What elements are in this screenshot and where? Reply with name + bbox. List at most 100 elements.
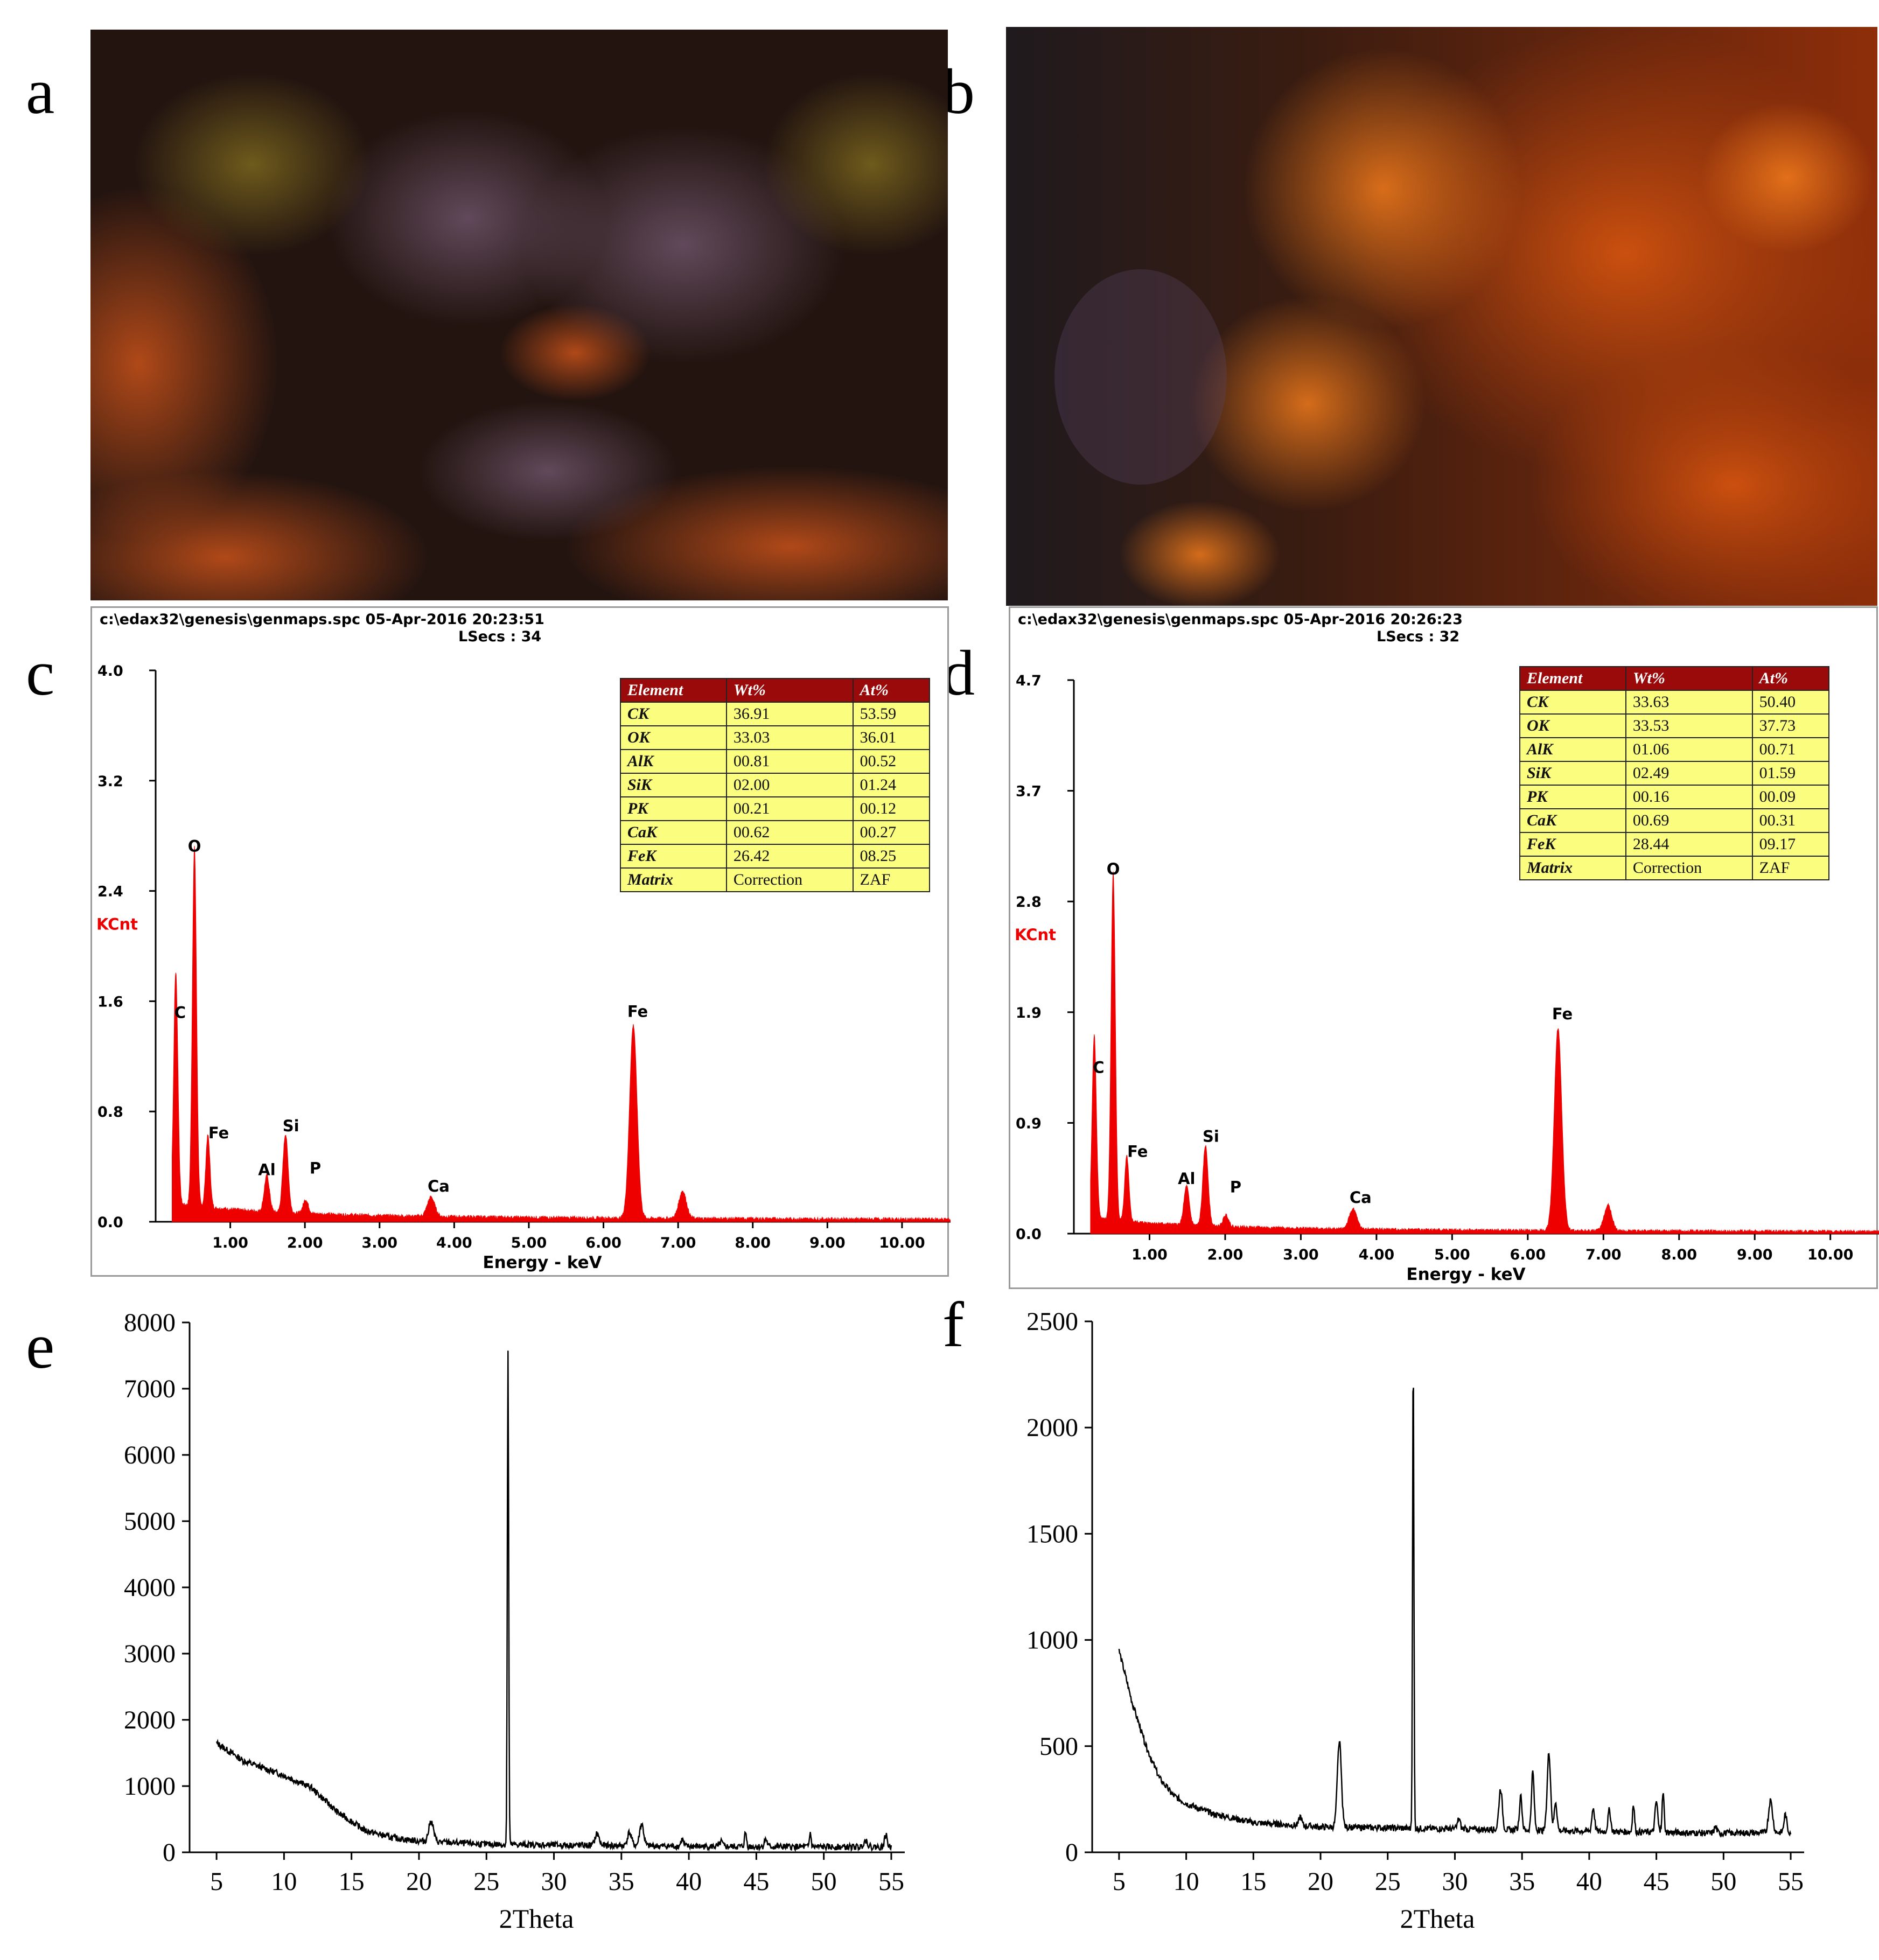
table-row: SiK 02.49 01.59 [1519, 761, 1830, 786]
y-tick-label: 3000 [124, 1640, 176, 1668]
peak-label: Al [258, 1160, 275, 1179]
peak-label: Fe [627, 1003, 648, 1021]
peak-label: Fe [1127, 1143, 1148, 1161]
table-row: CK 36.91 53.59 [620, 702, 931, 726]
x-tick-label: 7.00 [660, 1235, 696, 1251]
table-cell-element: FeK [620, 844, 727, 869]
x-tick-label: 10.00 [1807, 1247, 1853, 1263]
table-row: CaK 00.62 00.27 [620, 820, 931, 845]
x-axis-title: 2Theta [1400, 1903, 1475, 1934]
x-tick-label: 20 [406, 1867, 432, 1896]
spectrum-area [172, 845, 951, 1222]
table-cell-wt: 36.91 [725, 702, 854, 726]
y-tick-label: 6000 [124, 1441, 176, 1469]
table-row: SiK 02.00 01.24 [620, 773, 931, 797]
x-tick-label: 30 [541, 1867, 567, 1896]
y-tick-label: 500 [1039, 1732, 1078, 1761]
table-cell-at: 08.25 [852, 844, 931, 869]
y-tick-label: 8000 [124, 1308, 176, 1337]
peak-label: C [174, 1004, 186, 1022]
table-cell-wt: 01.06 [1625, 737, 1753, 762]
peak-label: Si [1203, 1127, 1219, 1145]
x-tick-label: 2.00 [1207, 1247, 1244, 1263]
table-cell-at: 00.52 [852, 749, 931, 774]
y-tick-label: 2500 [1026, 1307, 1078, 1336]
peak-label: O [1107, 860, 1120, 878]
y-axis-title: KCnt [96, 915, 138, 933]
y-tick-label: 0.0 [97, 1214, 123, 1231]
table-cell-at: 09.17 [1751, 832, 1830, 857]
table-cell-wt: 00.81 [725, 749, 854, 774]
panel-label-c: c [26, 637, 55, 709]
panel-label-b: b [942, 55, 975, 127]
x-tick-label: 40 [1576, 1867, 1602, 1896]
table-row: CK 33.63 50.40 [1519, 690, 1830, 715]
x-tick-label: 15 [339, 1867, 365, 1896]
table-cell-element: AlK [1519, 737, 1626, 762]
micrograph-a [90, 30, 948, 600]
peak-label: P [310, 1159, 321, 1177]
peak-label: Fe [208, 1124, 229, 1142]
xrd-pattern-f: 0 500 1000 1500 2000 2500 5 10 15 20 25 30 35 40 45 50 5… [1002, 1292, 1874, 1960]
x-tick-label: 3.00 [361, 1235, 397, 1251]
x-tick-label: 50 [1710, 1867, 1736, 1896]
x-tick-label: 6.00 [585, 1235, 621, 1251]
peak-label: Ca [1350, 1188, 1372, 1207]
table-cell-element: Matrix [620, 867, 727, 892]
table-cell-wt: 00.69 [1625, 808, 1753, 833]
eds-d-composition-table: Element Wt% At% CK 33.63 50.40 OK 33.53 37.73… [1519, 666, 1830, 880]
eds-c-composition-table: Element Wt% At% CK 36.91 53.59 OK 33.03 36.01… [620, 678, 931, 892]
peak-label: O [188, 837, 201, 855]
table-cell-element: PK [1519, 785, 1626, 809]
table-cell-at: 01.24 [852, 773, 931, 797]
table-cell-at: 50.40 [1751, 690, 1830, 715]
y-tick-label: 1000 [1026, 1626, 1078, 1655]
table-cell-at: 00.71 [1751, 737, 1830, 762]
peak-label: C [1093, 1059, 1104, 1077]
x-tick-label: 5.00 [511, 1235, 547, 1251]
y-tick-label: 2000 [124, 1706, 176, 1734]
table-header-wt: Wt% [1625, 666, 1753, 691]
eds-spectrum-c: c:\edax32\genesis\genmaps.spc 05-Apr-201… [90, 606, 951, 1277]
y-tick-label: 0.9 [1016, 1115, 1042, 1132]
x-axis-title: Energy - keV [1406, 1265, 1525, 1284]
peak-label: Si [283, 1117, 299, 1135]
y-tick-label: 0 [163, 1838, 176, 1867]
y-axis-title: KCnt [1015, 926, 1056, 944]
table-cell-at: 00.09 [1751, 785, 1830, 809]
micrograph-b [1006, 27, 1877, 606]
x-tick-label: 2.00 [287, 1235, 323, 1251]
x-tick-label: 25 [1375, 1867, 1401, 1896]
table-header-element: Element [1519, 666, 1626, 691]
xrd-f-plot: 0 500 1000 1500 2000 2500 5 10 15 20 25 30 35 40 45 50 5… [1026, 1307, 1804, 1934]
table-cell-at: 00.12 [852, 796, 931, 821]
x-axis-title: Energy - keV [483, 1253, 602, 1272]
table-cell-wt: 26.42 [725, 844, 854, 869]
xrd-trace [215, 1350, 892, 1852]
table-header-wt: Wt% [725, 678, 854, 703]
x-tick-label: 55 [1778, 1867, 1804, 1896]
table-row: CaK 00.69 00.31 [1519, 808, 1830, 833]
table-cell-element: Matrix [1519, 856, 1626, 880]
table-cell-wt: 33.53 [1625, 713, 1753, 738]
table-cell-at: 37.73 [1751, 713, 1830, 738]
y-tick-label: 0 [1065, 1838, 1078, 1867]
x-tick-label: 6.00 [1510, 1247, 1546, 1263]
y-tick-label: 1.9 [1016, 1005, 1042, 1021]
table-cell-wt: 28.44 [1625, 832, 1753, 857]
panel-label-f: f [942, 1289, 964, 1360]
table-row: Matrix Correction ZAF [620, 867, 931, 892]
table-cell-element: OK [620, 725, 727, 750]
table-header-at: At% [852, 678, 931, 703]
xrd-pattern-e: 0 1000 2000 3000 4000 5000 6000 7000 8000 5 10 15 20… [81, 1303, 953, 1960]
table-row: PK 00.16 00.09 [1519, 785, 1830, 809]
table-cell-element: SiK [620, 773, 727, 797]
y-tick-label: 1500 [1026, 1520, 1078, 1548]
y-tick-label: 0.8 [97, 1104, 123, 1121]
x-tick-label: 9.00 [809, 1235, 846, 1251]
x-tick-label: 40 [676, 1867, 702, 1896]
x-tick-label: 8.00 [735, 1235, 771, 1251]
table-cell-wt: 00.21 [725, 796, 854, 821]
table-cell-at: 36.01 [852, 725, 931, 750]
table-row: Matrix Correction ZAF [1519, 856, 1830, 880]
